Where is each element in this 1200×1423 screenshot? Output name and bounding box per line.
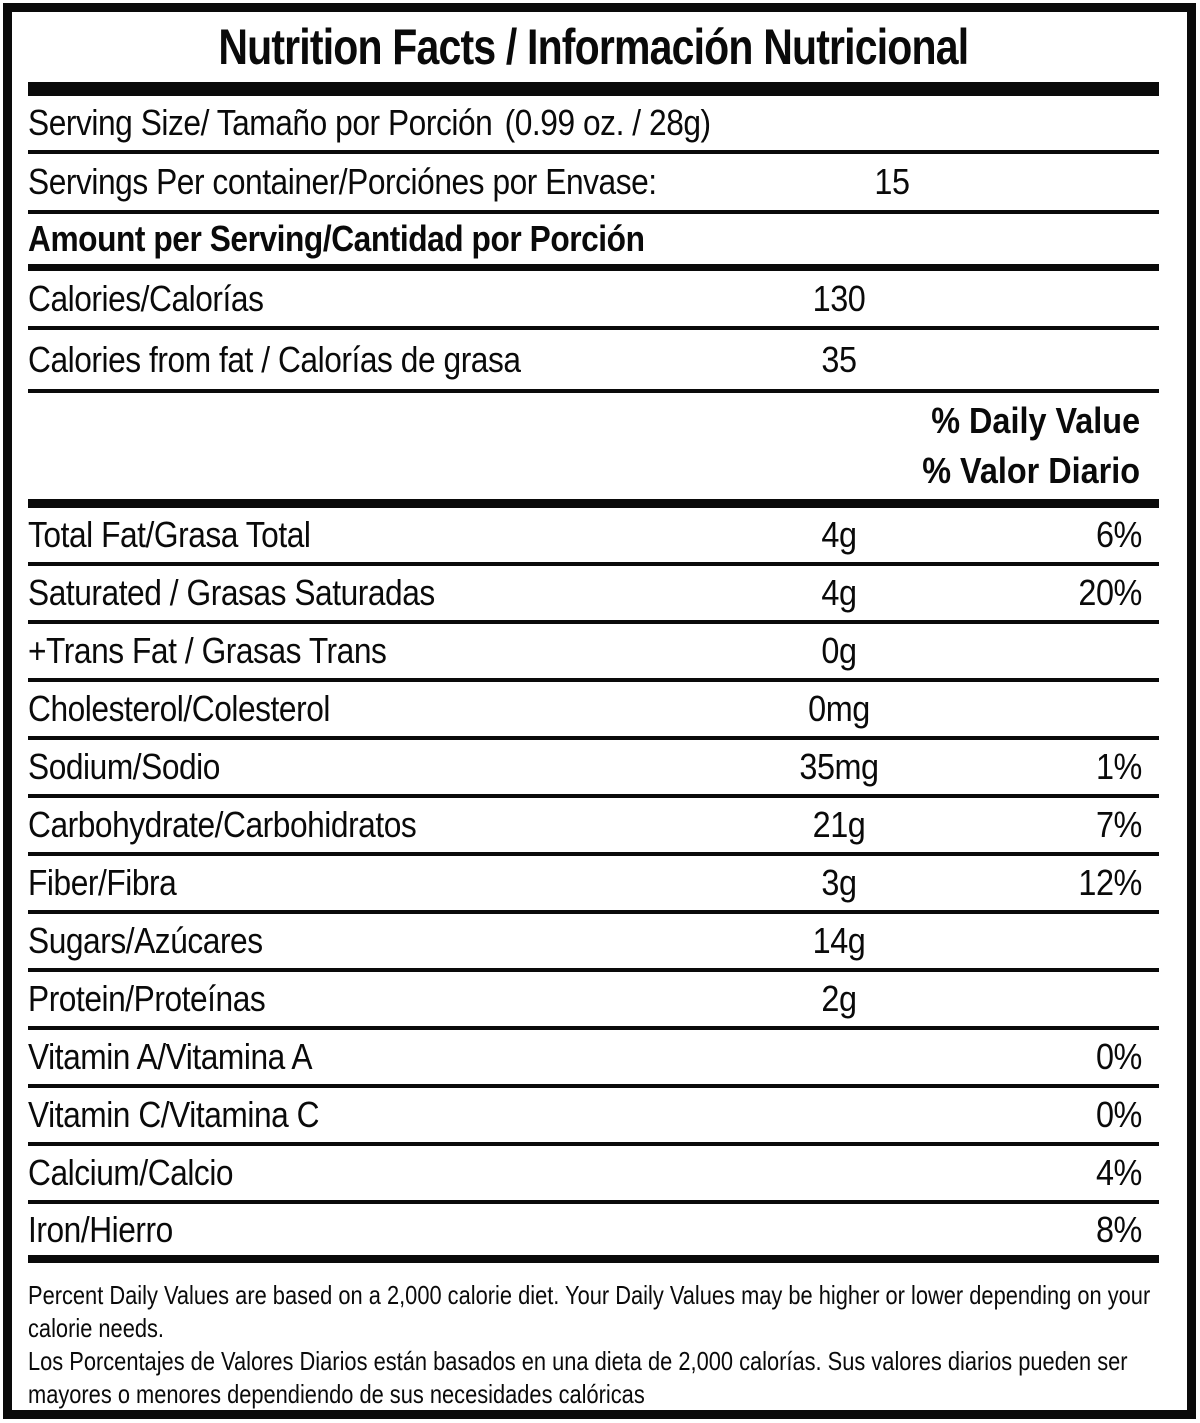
amount-per-serving-row: Amount per Serving/Cantidad por Porción: [28, 214, 1159, 271]
calories-value: 130: [812, 277, 866, 319]
label-title-row: Nutrition Facts / Información Nutriciona…: [28, 12, 1159, 82]
table-row-sugars: Sugars/Azúcares 14g: [28, 914, 1159, 972]
nutrient-amount: 4g: [821, 514, 857, 555]
nutrient-dv: 4%: [1095, 1152, 1142, 1193]
footnote-block: Percent Daily Values are based on a 2,00…: [28, 1263, 1159, 1411]
nutrient-dv: 20%: [1078, 572, 1142, 613]
nutrient-amount: 21g: [812, 804, 866, 845]
nutrient-label: Total Fat/Grasa Total: [28, 514, 311, 555]
nutrient-label: Saturated / Grasas Saturadas: [28, 572, 435, 613]
footnote-es-line-1: Los Porcentajes de Valores Diarios están…: [28, 1346, 1128, 1376]
nutrient-amount: 0mg: [808, 688, 870, 729]
nutrient-amount: 35mg: [799, 746, 879, 787]
calories-from-fat-label: Calories from fat / Calorías de grasa: [28, 338, 521, 380]
table-row-vitamin-a: Vitamin A/Vitamina A 0%: [28, 1030, 1159, 1088]
label-title: Nutrition Facts / Información Nutriciona…: [218, 19, 970, 75]
table-row-calcium: Calcium/Calcio 4%: [28, 1146, 1159, 1204]
nutrient-label: Calcium/Calcio: [28, 1152, 234, 1193]
servings-per-container-row: Servings Per container/Porciónes por Env…: [28, 154, 1159, 214]
serving-size-row: Serving Size/ Tamaño por Porción (0.99 o…: [28, 96, 1159, 154]
table-row-fiber: Fiber/Fibra 3g 12%: [28, 856, 1159, 914]
nutrient-dv: 0%: [1095, 1036, 1142, 1077]
table-row-trans-fat: +Trans Fat / Grasas Trans 0g: [28, 624, 1159, 682]
daily-value-header-block: % Daily Value % Valor Diario: [28, 393, 1159, 508]
nutrient-label: Vitamin A/Vitamina A: [28, 1036, 313, 1077]
table-row-total-fat: Total Fat/Grasa Total 4g 6%: [28, 508, 1159, 566]
footnote-es-line-2: mayores o menores dependiendo de sus nec…: [28, 1379, 645, 1409]
servings-per-container-label: Servings Per container/Porciónes por Env…: [28, 161, 657, 202]
table-row-protein: Protein/Proteínas 2g: [28, 972, 1159, 1030]
nutrient-label: Vitamin C/Vitamina C: [28, 1094, 320, 1135]
serving-size-line: Serving Size/ Tamaño por Porción (0.99 o…: [28, 102, 1023, 144]
nutrient-amount: 4g: [821, 572, 857, 613]
nutrient-dv: 1%: [1095, 746, 1142, 787]
table-row-vitamin-c: Vitamin C/Vitamina C 0%: [28, 1088, 1159, 1146]
nutrient-dv: 12%: [1078, 862, 1142, 903]
nutrient-dv: 7%: [1095, 804, 1142, 845]
amount-per-serving-heading: Amount per Serving/Cantidad por Porción: [28, 218, 645, 259]
footnote-en-line-1: Percent Daily Values are based on a 2,00…: [28, 1280, 1151, 1310]
table-row-iron: Iron/Hierro 8%: [28, 1204, 1159, 1263]
nutrient-label: Protein/Proteínas: [28, 978, 266, 1019]
daily-value-header-es: % Valor Diario: [922, 449, 1140, 491]
calories-row: Calories/Calorías 130: [28, 271, 1159, 330]
nutrient-label: Carbohydrate/Carbohidratos: [28, 804, 417, 845]
title-divider-bar: [28, 82, 1159, 96]
nutrient-dv: 6%: [1095, 514, 1142, 555]
daily-value-header-en: % Daily Value: [931, 400, 1140, 442]
table-row-sodium: Sodium/Sodio 35mg 1%: [28, 740, 1159, 798]
nutrient-label: +Trans Fat / Grasas Trans: [28, 630, 387, 671]
nutrient-label: Fiber/Fibra: [28, 862, 177, 903]
footnote-en-line-2: calorie needs.: [28, 1313, 164, 1343]
nutrient-dv: 0%: [1095, 1094, 1142, 1135]
table-row-cholesterol: Cholesterol/Colesterol 0mg: [28, 682, 1159, 740]
calories-label: Calories/Calorías: [28, 277, 264, 319]
nutrient-label: Sodium/Sodio: [28, 746, 220, 787]
nutrient-label: Sugars/Azúcares: [28, 920, 263, 961]
nutrient-amount: 0g: [821, 630, 857, 671]
nutrient-dv: 8%: [1095, 1208, 1142, 1250]
nutrient-label: Iron/Hierro: [28, 1208, 173, 1250]
serving-size-label: Serving Size/ Tamaño por Porción: [28, 102, 493, 143]
servings-per-container-value: 15: [874, 161, 911, 202]
nutrient-amount: 14g: [812, 920, 866, 961]
label-content: Nutrition Facts / Información Nutriciona…: [28, 12, 1159, 1410]
table-row-saturated-fat: Saturated / Grasas Saturadas 4g 20%: [28, 566, 1159, 624]
nutrient-amount: 2g: [821, 978, 857, 1019]
nutrient-amount: 3g: [821, 862, 857, 903]
calories-from-fat-value: 35: [821, 338, 857, 380]
label-frame: Nutrition Facts / Información Nutriciona…: [3, 3, 1196, 1419]
calories-from-fat-row: Calories from fat / Calorías de grasa 35: [28, 330, 1159, 393]
table-row-carbohydrate: Carbohydrate/Carbohidratos 21g 7%: [28, 798, 1159, 856]
nutrient-label: Cholesterol/Colesterol: [28, 688, 330, 729]
serving-size-value: (0.99 oz. / 28g): [504, 102, 711, 143]
